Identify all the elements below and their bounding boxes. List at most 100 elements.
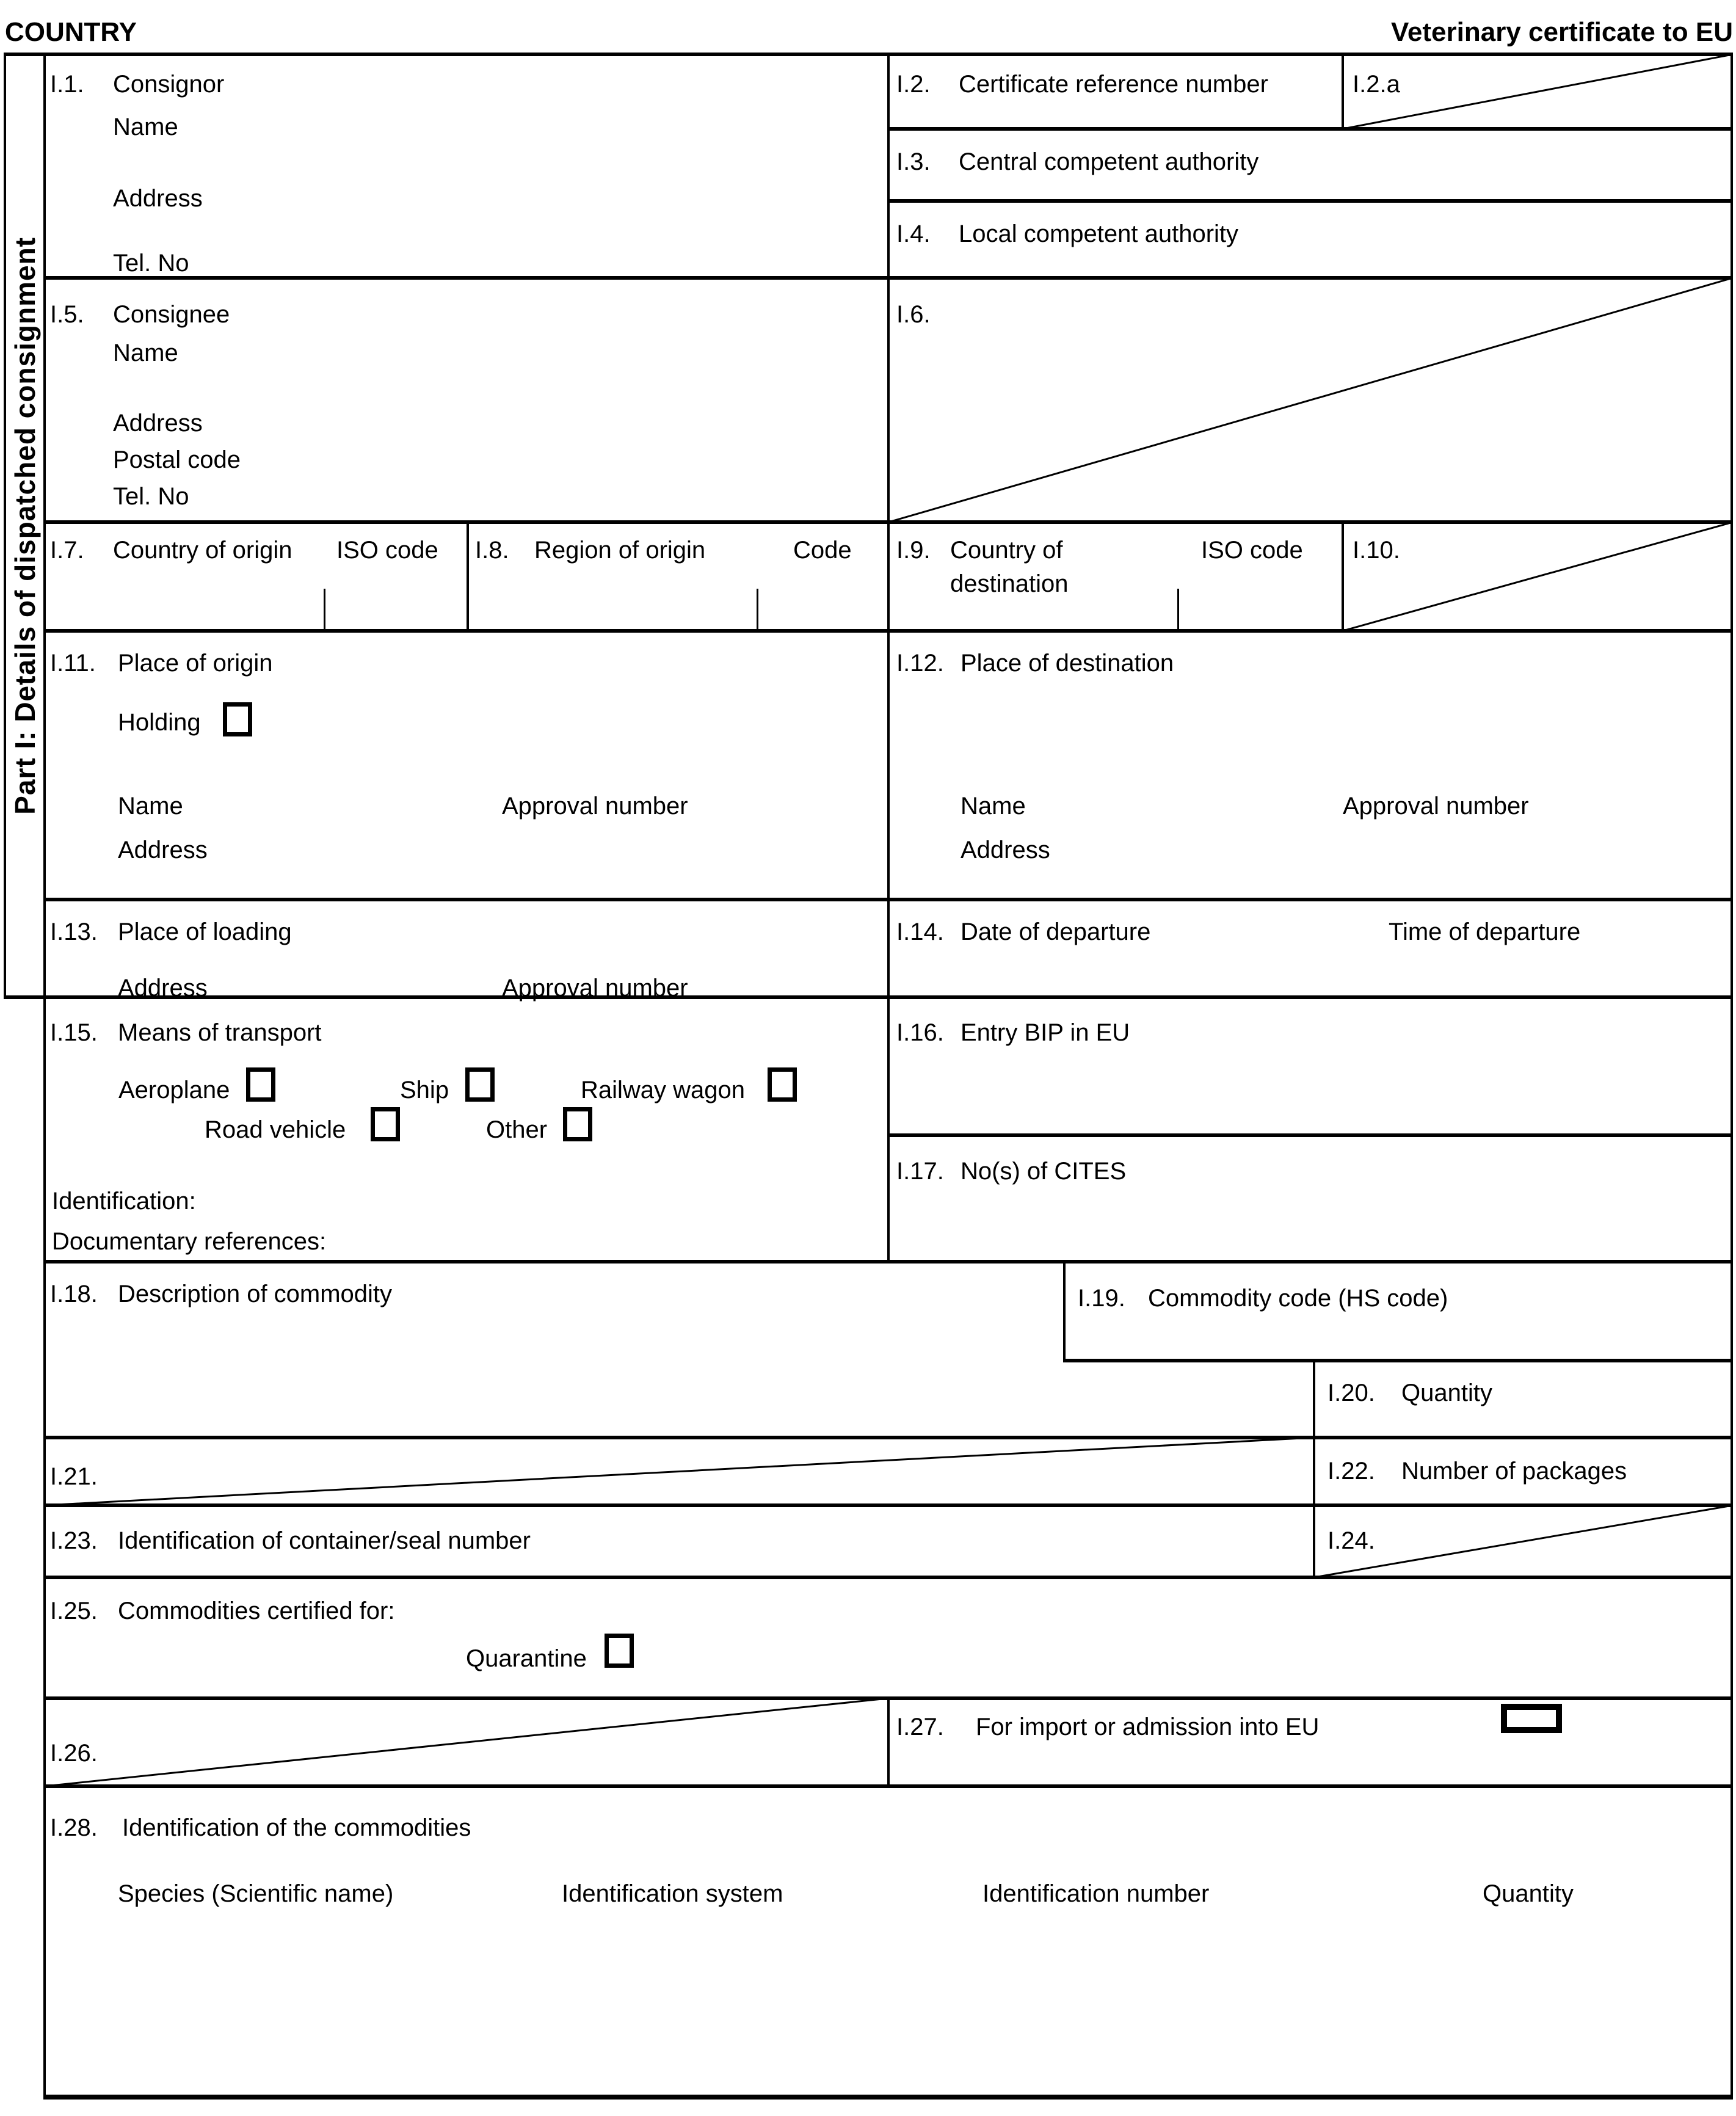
i21-bottom-border bbox=[45, 1503, 1733, 1507]
i1-label: Consignor bbox=[113, 71, 225, 98]
i10-number: I.10. bbox=[1353, 537, 1400, 564]
i11-name-label: Name bbox=[118, 793, 183, 820]
i5-label: Consignee bbox=[113, 301, 230, 328]
quarantine-checkbox[interactable] bbox=[605, 1634, 634, 1668]
i5-name-label: Name bbox=[113, 340, 178, 366]
i2-i2a-divider bbox=[1342, 53, 1344, 131]
i26-diagonal-line bbox=[45, 1698, 888, 1786]
i1-number: I.1. bbox=[50, 71, 84, 98]
i3-label: Central competent authority bbox=[959, 148, 1259, 175]
i14-date-label: Date of departure bbox=[961, 918, 1151, 945]
i10-diagonal-line bbox=[1343, 522, 1733, 631]
i22-number: I.22. bbox=[1327, 1458, 1375, 1485]
i25-number: I.25. bbox=[50, 1598, 98, 1624]
i7-number: I.7. bbox=[50, 537, 84, 564]
i15-label: Means of transport bbox=[118, 1019, 322, 1046]
part1-sidebar: Part I: Details of dispatched consignmen… bbox=[5, 54, 45, 997]
i13-address-label: Address bbox=[118, 975, 208, 1002]
other-checkbox[interactable] bbox=[563, 1107, 592, 1141]
holding-checkbox[interactable] bbox=[223, 702, 252, 736]
i17-label: No(s) of CITES bbox=[961, 1158, 1127, 1185]
sidebar-left-border bbox=[4, 53, 6, 999]
i17-number: I.17. bbox=[896, 1158, 944, 1185]
i12-name-label: Name bbox=[961, 793, 1026, 820]
railway-wagon-checkbox[interactable] bbox=[768, 1067, 797, 1102]
i12-number: I.12. bbox=[896, 650, 944, 677]
i15-aeroplane-label: Aeroplane bbox=[118, 1077, 230, 1103]
i25-label: Commodities certified for: bbox=[118, 1598, 395, 1624]
i2a-number: I.2.a bbox=[1353, 71, 1400, 98]
i20-i22-i24-left-border bbox=[1313, 1359, 1315, 1579]
i6-diagonal-line bbox=[888, 278, 1733, 522]
i28-label: Identification of the commodities bbox=[122, 1814, 471, 1841]
i15-railway-label: Railway wagon bbox=[581, 1077, 746, 1103]
part1-sidebar-label: Part I: Details of dispatched consignmen… bbox=[9, 237, 41, 815]
i9-label-line2: destination bbox=[950, 570, 1069, 597]
i23-number: I.23. bbox=[50, 1527, 98, 1554]
i15-ship-label: Ship bbox=[400, 1077, 449, 1103]
i15-doc-references-label: Documentary references: bbox=[52, 1228, 327, 1255]
i8-number: I.8. bbox=[475, 537, 509, 564]
i22-label: Number of packages bbox=[1401, 1458, 1627, 1485]
i13-number: I.13. bbox=[50, 918, 98, 945]
road-vehicle-checkbox[interactable] bbox=[371, 1107, 400, 1141]
i7-label: Country of origin bbox=[113, 537, 292, 564]
i28-col-quantity: Quantity bbox=[1483, 1880, 1574, 1907]
i12-label: Place of destination bbox=[961, 650, 1174, 677]
aeroplane-checkbox[interactable] bbox=[246, 1067, 275, 1102]
i21-diagonal-line bbox=[45, 1438, 1314, 1505]
i13-label: Place of loading bbox=[118, 918, 292, 945]
import-admission-checkbox[interactable] bbox=[1501, 1704, 1562, 1733]
i6-number: I.6. bbox=[896, 301, 931, 328]
i24-number: I.24. bbox=[1327, 1527, 1375, 1554]
i9-label-line1: Country of bbox=[950, 537, 1063, 564]
i16-number: I.16. bbox=[896, 1019, 944, 1046]
table-left-border bbox=[43, 53, 46, 2100]
i2-number: I.2. bbox=[896, 71, 931, 98]
table-right-border bbox=[1731, 53, 1733, 2100]
i11-approval-label: Approval number bbox=[502, 793, 688, 820]
i12-address-label: Address bbox=[961, 837, 1050, 863]
i9-code-tick bbox=[1177, 589, 1179, 633]
i20-number: I.20. bbox=[1327, 1380, 1375, 1406]
i28-col-identification-system: Identification system bbox=[562, 1880, 783, 1907]
i16-label: Entry BIP in EU bbox=[961, 1019, 1130, 1046]
i27-label: For import or admission into EU bbox=[976, 1714, 1320, 1740]
i9-i10-divider bbox=[1342, 520, 1344, 633]
i12-approval-label: Approval number bbox=[1343, 793, 1529, 820]
i1-name-label: Name bbox=[113, 114, 178, 140]
i19-left-border bbox=[1063, 1260, 1066, 1362]
i16-bottom-border bbox=[888, 1133, 1733, 1137]
center-divider-upper bbox=[887, 53, 890, 1263]
i8-code-label: Code bbox=[793, 537, 852, 564]
ship-checkbox[interactable] bbox=[465, 1067, 495, 1102]
i18-bottom-border bbox=[45, 1436, 1733, 1439]
country-heading: COUNTRY bbox=[5, 17, 137, 47]
i7-code-tick bbox=[324, 589, 325, 633]
i2a-diagonal-line bbox=[1343, 54, 1733, 129]
i26-number: I.26. bbox=[50, 1740, 98, 1767]
table-bottom-border bbox=[45, 2095, 1733, 2100]
i9-iso-code-label: ISO code bbox=[1201, 537, 1303, 564]
i4-number: I.4. bbox=[896, 220, 931, 247]
i28-number: I.28. bbox=[50, 1814, 98, 1841]
i20-label: Quantity bbox=[1401, 1380, 1492, 1406]
row5-bottom-border bbox=[5, 995, 1733, 999]
i15-other-label: Other bbox=[486, 1116, 548, 1143]
i13-approval-label: Approval number bbox=[502, 975, 688, 1002]
i5-address-label: Address bbox=[113, 410, 203, 437]
i7-iso-code-label: ISO code bbox=[336, 537, 438, 564]
i1-tel-label: Tel. No bbox=[113, 250, 189, 277]
i3-bottom-border bbox=[888, 199, 1733, 203]
i24-diagonal-line bbox=[1314, 1505, 1733, 1577]
i28-col-identification-number: Identification number bbox=[982, 1880, 1210, 1907]
i15-identification-label: Identification: bbox=[52, 1188, 196, 1215]
certificate-title: Veterinary certificate to EU bbox=[1390, 17, 1733, 47]
i11-number: I.11. bbox=[50, 650, 96, 677]
i27-number: I.27. bbox=[896, 1714, 944, 1740]
i1-address-label: Address bbox=[113, 185, 203, 212]
i3-number: I.3. bbox=[896, 148, 931, 175]
i11-label: Place of origin bbox=[118, 650, 273, 677]
i11-holding-label: Holding bbox=[118, 709, 201, 736]
